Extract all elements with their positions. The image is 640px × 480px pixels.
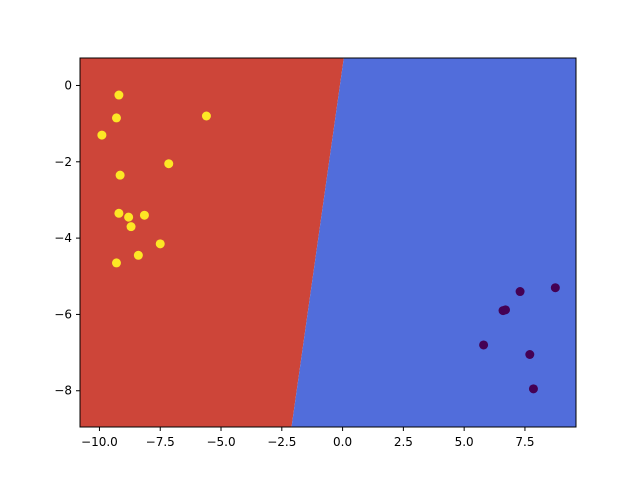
data-point-series-0-7 <box>139 210 149 220</box>
decision-region-left <box>80 58 344 427</box>
plot-area <box>80 58 576 427</box>
data-point-series-0-12 <box>201 111 211 121</box>
y-tick-label: −4 <box>54 231 72 245</box>
x-tick-label: −7.5 <box>146 435 175 449</box>
x-axis: −10.0 −7.5 −5.0 −2.5 0.0 2.5 5.0 7.5 <box>81 427 534 449</box>
data-points <box>97 90 560 394</box>
data-point-series-1-1 <box>515 287 525 297</box>
x-tick-label: −5.0 <box>206 435 235 449</box>
data-point-series-0-2 <box>97 130 107 140</box>
y-tick-label: −6 <box>54 307 72 321</box>
data-point-series-0-6 <box>126 222 136 232</box>
data-point-series-0-4 <box>114 208 124 218</box>
data-point-series-1-3 <box>500 305 510 315</box>
data-point-series-1-0 <box>550 283 560 293</box>
y-tick-label: 0 <box>64 78 72 92</box>
data-point-series-1-6 <box>528 384 538 394</box>
data-point-series-0-3 <box>115 170 125 180</box>
x-tick-label: −2.5 <box>267 435 296 449</box>
data-point-series-0-9 <box>133 250 143 260</box>
x-tick-label: −10.0 <box>81 435 118 449</box>
data-point-series-1-4 <box>479 340 489 350</box>
x-tick-label: 2.5 <box>394 435 413 449</box>
data-point-series-0-11 <box>164 159 174 169</box>
decision-region-right <box>291 58 576 427</box>
x-tick-label: 0.0 <box>333 435 352 449</box>
x-tick-label: 7.5 <box>515 435 534 449</box>
y-axis: 0 −2 −4 −6 −8 <box>54 78 80 398</box>
data-point-series-1-5 <box>525 349 535 359</box>
axes-frame <box>79 57 577 428</box>
y-tick-label: −2 <box>54 155 72 169</box>
x-tick-label: 5.0 <box>455 435 474 449</box>
data-point-series-0-0 <box>114 90 124 100</box>
data-point-series-0-8 <box>155 239 165 249</box>
data-point-series-0-1 <box>111 113 121 123</box>
data-point-series-0-5 <box>124 212 134 222</box>
data-point-series-0-10 <box>111 258 121 268</box>
y-tick-label: −8 <box>54 384 72 398</box>
